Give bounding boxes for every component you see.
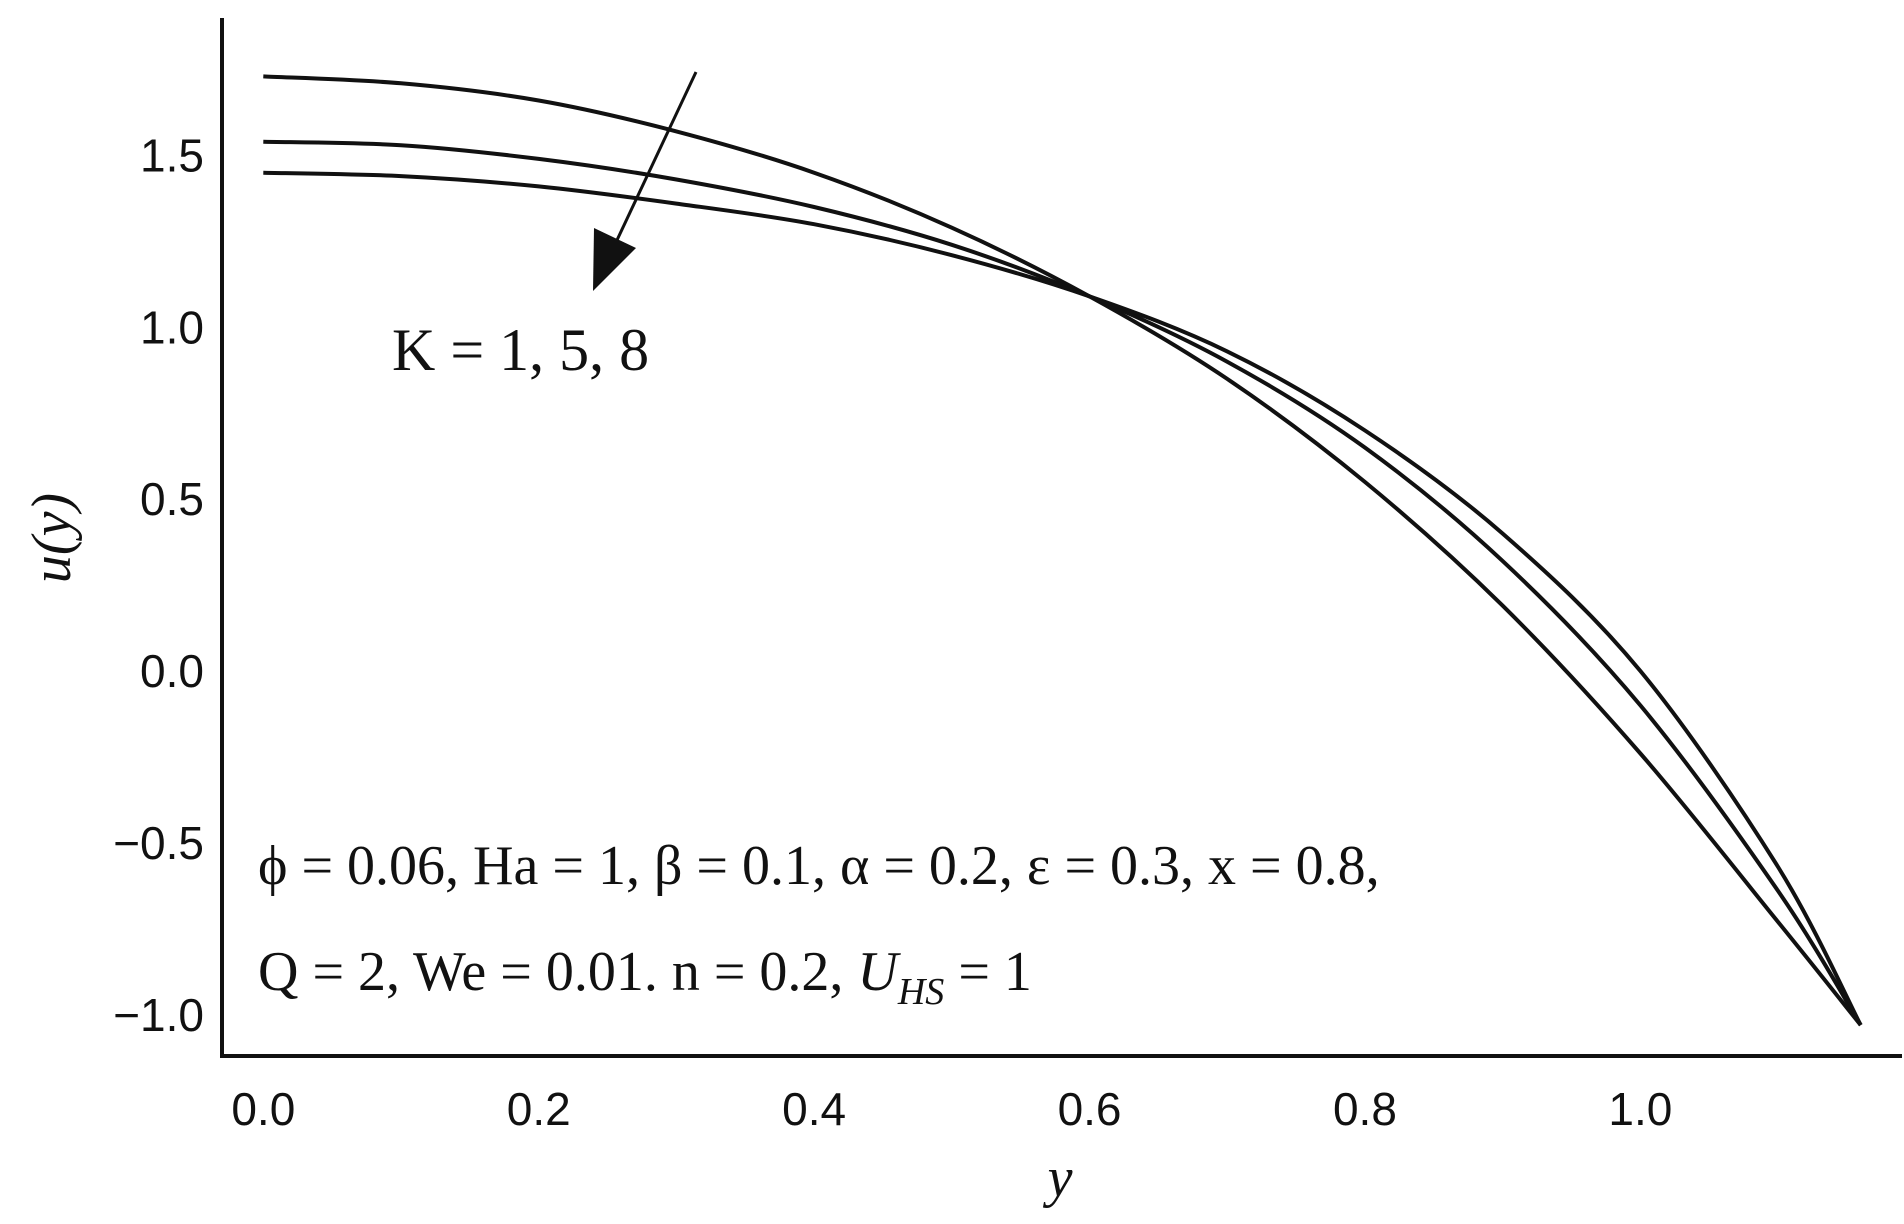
y-tick-labels: −1.0 −0.5 0.0 0.5 1.0 1.5 [113, 129, 204, 1040]
x-tick-label: 0.8 [1333, 1083, 1397, 1135]
x-tick-label: 0.4 [782, 1083, 846, 1135]
annotation-params-line2-suffix: = 1 [944, 941, 1032, 1003]
y-tick-label: 1.5 [140, 129, 204, 181]
series-line-1 [263, 74, 1863, 1027]
y-tick-label: 0.0 [140, 645, 204, 697]
annotation-params-subscript: HS [897, 971, 944, 1013]
series-line-3 [263, 170, 1863, 1027]
annotation-arrow-shaft [608, 71, 698, 256]
annotation-params-symbol: U [857, 941, 901, 1003]
x-tick-label: 0.6 [1058, 1083, 1122, 1135]
annotation-params-line2-prefix: Q = 2, We = 0.01. n = 0.2, [258, 941, 857, 1003]
x-axis-title: y [1043, 1147, 1073, 1209]
x-tick-labels: 0.0 0.2 0.4 0.6 0.8 1.0 [231, 1083, 1672, 1135]
annotation-params-line1: ϕ = 0.06, Ha = 1, β = 0.1, α = 0.2, ε = … [258, 835, 1380, 897]
plot-area [263, 74, 1863, 1027]
annotation-arrow-head [593, 228, 636, 291]
y-tick-label: 1.0 [140, 301, 204, 353]
x-tick-label: 0.2 [507, 1083, 571, 1135]
y-tick-label: −1.0 [113, 989, 204, 1041]
annotation-arrow-label: K = 1, 5, 8 [392, 317, 649, 383]
annotation-params-line2: Q = 2, We = 0.01. n = 0.2, UHS = 1 [258, 941, 1032, 1013]
y-tick-label: 0.5 [140, 473, 204, 525]
y-axis-title: u(y) [21, 493, 83, 583]
x-tick-label: 1.0 [1608, 1083, 1672, 1135]
y-tick-label: −0.5 [113, 817, 204, 869]
series-line-2 [263, 139, 1863, 1027]
x-tick-label: 0.0 [231, 1083, 295, 1135]
